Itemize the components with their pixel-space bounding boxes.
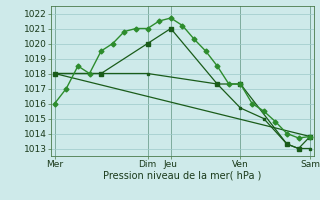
X-axis label: Pression niveau de la mer( hPa ): Pression niveau de la mer( hPa ) — [103, 171, 261, 181]
